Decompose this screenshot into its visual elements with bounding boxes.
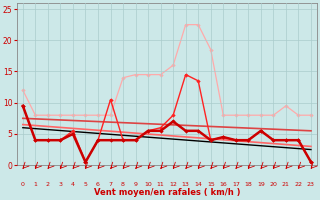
X-axis label: Vent moyen/en rafales ( km/h ): Vent moyen/en rafales ( km/h ): [94, 188, 240, 197]
